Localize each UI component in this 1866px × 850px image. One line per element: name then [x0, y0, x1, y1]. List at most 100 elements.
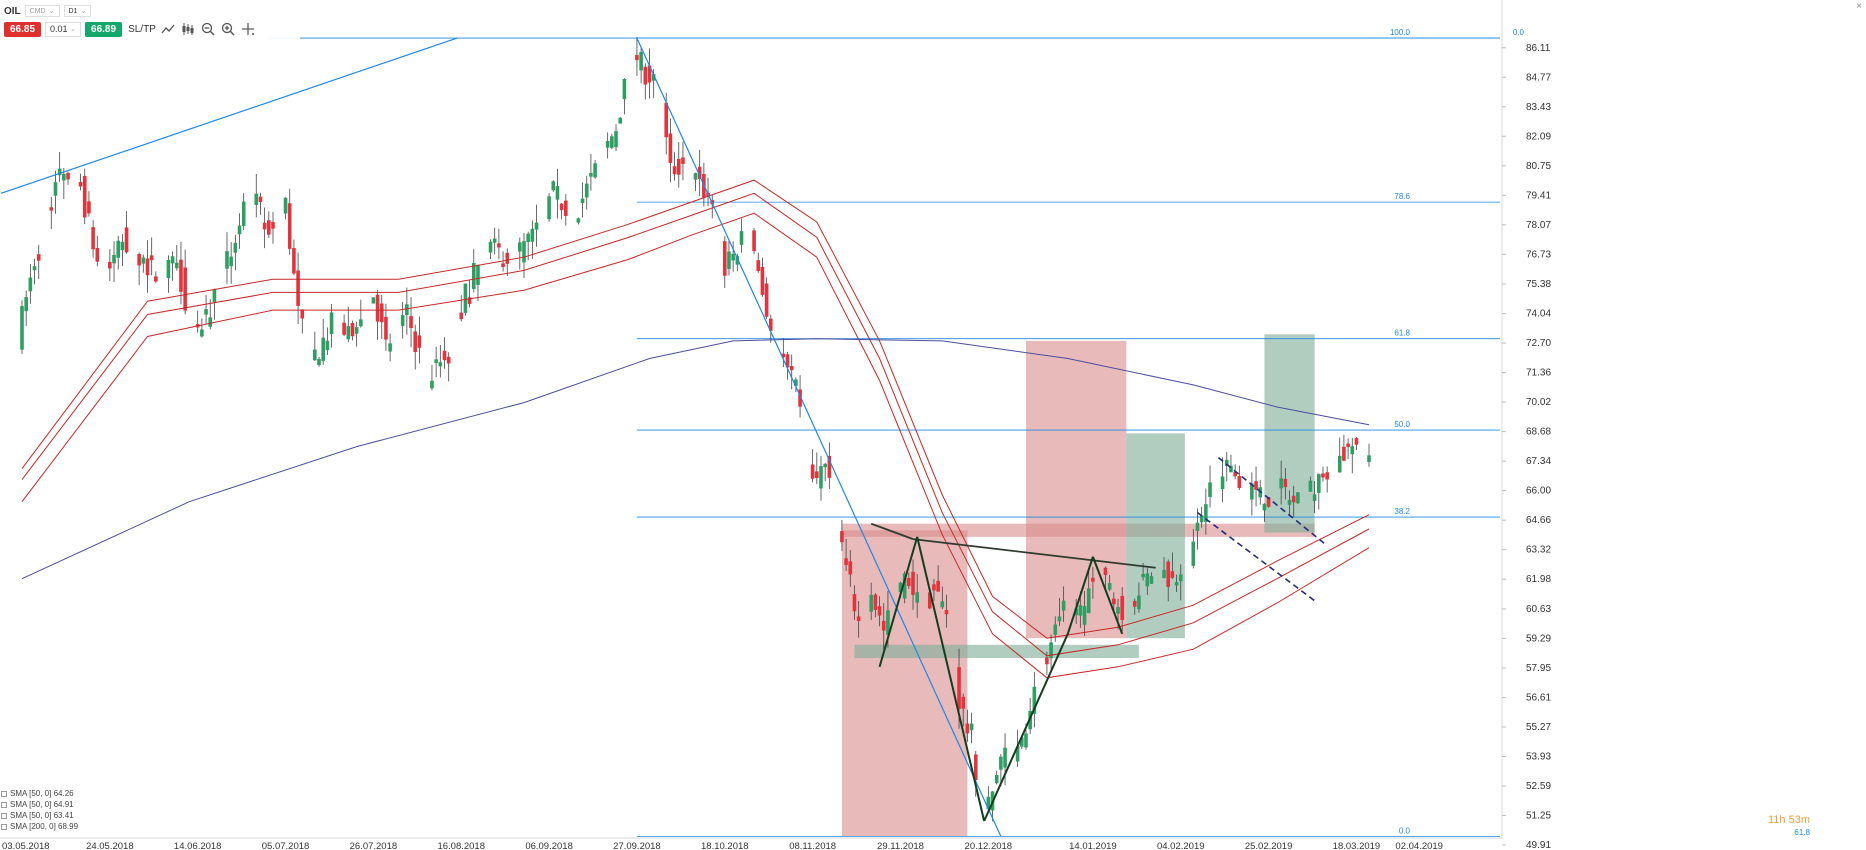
candle-bear[interactable]: [183, 267, 187, 311]
candle-bull[interactable]: [898, 582, 903, 593]
candle-bull[interactable]: [1250, 483, 1254, 500]
candle-bull[interactable]: [32, 266, 37, 271]
candle-bull[interactable]: [283, 197, 288, 214]
candle-bull[interactable]: [57, 168, 62, 176]
candle-bull[interactable]: [1312, 494, 1317, 501]
sell-button[interactable]: 66.85: [4, 21, 42, 37]
candle-bear[interactable]: [124, 227, 129, 253]
zoom-in-icon[interactable]: [220, 21, 236, 37]
candle-bull[interactable]: [1019, 737, 1024, 747]
pattern-line[interactable]: [1091, 556, 1124, 635]
candle-bull[interactable]: [1082, 606, 1087, 625]
candle-bull[interactable]: [208, 317, 213, 327]
legend-item[interactable]: SMA [50, 0] 64.91: [1, 799, 78, 810]
candle-bear[interactable]: [1103, 567, 1108, 576]
candle-bull[interactable]: [727, 251, 731, 270]
candle-bull[interactable]: [639, 51, 643, 71]
candle-bull[interactable]: [1015, 746, 1020, 762]
candle-bull[interactable]: [174, 262, 179, 269]
candle-bear[interactable]: [756, 260, 761, 272]
candle-bull[interactable]: [794, 379, 798, 387]
candle-bull[interactable]: [254, 193, 259, 205]
candle-bear[interactable]: [852, 594, 857, 612]
candle-bull[interactable]: [614, 131, 618, 148]
candle-bear[interactable]: [827, 455, 832, 478]
settings-icon[interactable]: [1, 790, 7, 797]
candle-bull[interactable]: [1262, 503, 1267, 511]
candle-bull[interactable]: [622, 78, 627, 100]
candle-bull[interactable]: [476, 264, 480, 285]
candle-bull[interactable]: [886, 610, 890, 635]
candle-bull[interactable]: [463, 283, 468, 313]
fib-trendline[interactable]: [636, 37, 1002, 837]
candle-bear[interactable]: [1120, 595, 1124, 620]
candle-bear[interactable]: [676, 158, 681, 175]
interval-select[interactable]: D1 ⌄: [63, 5, 92, 17]
candle-bull[interactable]: [62, 173, 66, 181]
candle-bear[interactable]: [1132, 600, 1137, 607]
candle-bull[interactable]: [233, 242, 238, 253]
candle-bull[interactable]: [1116, 607, 1120, 614]
candle-bull[interactable]: [321, 337, 325, 361]
candle-bull[interactable]: [120, 241, 125, 251]
candle-bear[interactable]: [810, 464, 815, 479]
sma-50-line-c[interactable]: [21, 212, 1370, 679]
candle-bear[interactable]: [856, 616, 861, 621]
sma-50-line-a[interactable]: [21, 192, 1370, 657]
candle-bull[interactable]: [1279, 478, 1283, 489]
candle-bear[interactable]: [559, 203, 564, 211]
candle-bear[interactable]: [635, 54, 639, 61]
candle-bear[interactable]: [681, 157, 685, 164]
candle-bull[interactable]: [434, 359, 438, 363]
candle-bear[interactable]: [154, 276, 158, 282]
candle-bear[interactable]: [149, 255, 154, 261]
candle-bull[interactable]: [522, 241, 526, 263]
candle-bear[interactable]: [375, 294, 380, 322]
candles-icon[interactable]: [180, 21, 196, 37]
legend-item[interactable]: SMA [200, 0] 68.99: [1, 821, 78, 832]
candle-bull[interactable]: [593, 163, 597, 178]
candle-bull[interactable]: [1137, 595, 1141, 610]
candle-bull[interactable]: [1337, 455, 1342, 473]
target-zone[interactable]: [1126, 433, 1185, 639]
candle-bull[interactable]: [405, 304, 409, 316]
candle-bull[interactable]: [400, 315, 405, 326]
candle-bull[interactable]: [986, 796, 991, 809]
candle-bear[interactable]: [287, 203, 292, 249]
candle-bear[interactable]: [292, 248, 296, 274]
candle-bear[interactable]: [664, 102, 669, 138]
candle-bull[interactable]: [651, 74, 656, 81]
candle-bear[interactable]: [91, 227, 95, 250]
candle-bear[interactable]: [877, 606, 882, 616]
candle-bull[interactable]: [438, 362, 443, 367]
pattern-line[interactable]: [878, 536, 919, 668]
candle-bear[interactable]: [267, 220, 271, 235]
candle-bull[interactable]: [1208, 482, 1212, 497]
candle-bear[interactable]: [413, 331, 418, 353]
candle-bear[interactable]: [672, 166, 677, 175]
candle-bull[interactable]: [229, 256, 233, 267]
candle-bull[interactable]: [1053, 624, 1058, 635]
zoom-out-icon[interactable]: [200, 21, 216, 37]
fib-trendline[interactable]: [0, 37, 458, 194]
pattern-line[interactable]: [983, 633, 1069, 822]
candle-bear[interactable]: [781, 353, 786, 358]
candle-bear[interactable]: [49, 207, 54, 211]
candle-bull[interactable]: [1224, 459, 1229, 467]
candle-bear[interactable]: [815, 471, 819, 478]
risk-zone[interactable]: [841, 523, 1315, 537]
candle-bull[interactable]: [1086, 588, 1091, 614]
candle-bear[interactable]: [300, 309, 305, 319]
candle-bear[interactable]: [944, 610, 949, 615]
candle-bull[interactable]: [915, 592, 920, 603]
candle-bull[interactable]: [1195, 522, 1200, 531]
candle-bear[interactable]: [668, 133, 673, 164]
candle-bull[interactable]: [576, 218, 581, 223]
candle-bear[interactable]: [446, 356, 451, 364]
line-chart-icon[interactable]: [160, 21, 176, 37]
candle-bear[interactable]: [927, 592, 932, 609]
candle-bear[interactable]: [1091, 577, 1095, 582]
candle-bull[interactable]: [371, 297, 376, 304]
candle-bear[interactable]: [262, 222, 267, 230]
candle-bull[interactable]: [346, 326, 351, 340]
